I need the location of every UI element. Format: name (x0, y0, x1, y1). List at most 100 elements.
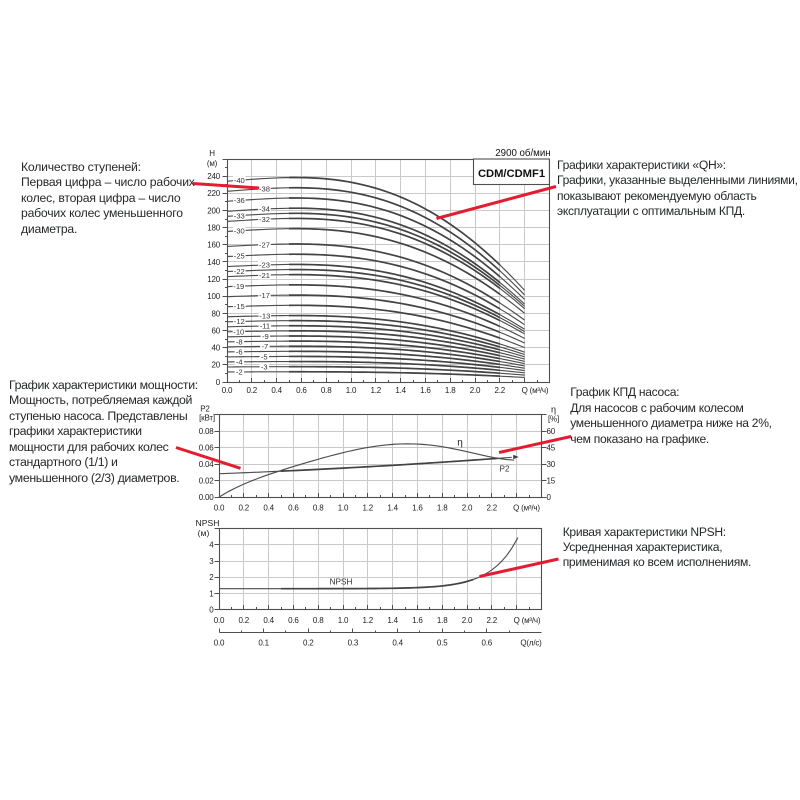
svg-text:0.6: 0.6 (288, 616, 299, 625)
svg-text:2.2: 2.2 (487, 616, 498, 625)
svg-text:1.0: 1.0 (338, 503, 349, 512)
svg-text:0.8: 0.8 (313, 616, 324, 625)
svg-text:-32: -32 (259, 215, 270, 224)
svg-text:0.6: 0.6 (288, 503, 299, 512)
svg-text:0: 0 (216, 378, 221, 387)
svg-text:0.4: 0.4 (263, 503, 274, 512)
svg-text:0.0: 0.0 (214, 638, 225, 647)
svg-text:NPSH: NPSH (330, 577, 353, 586)
svg-text:20: 20 (212, 361, 221, 370)
svg-text:3: 3 (209, 557, 214, 566)
svg-text:P2: P2 (200, 405, 210, 414)
svg-text:2900 об/мин: 2900 об/мин (495, 148, 550, 159)
svg-text:-30: -30 (234, 226, 245, 235)
svg-text:-22: -22 (234, 267, 245, 276)
svg-text:0.3: 0.3 (348, 638, 359, 647)
svg-text:1.4: 1.4 (387, 503, 398, 512)
svg-text:0.02: 0.02 (199, 477, 215, 486)
svg-text:1.6: 1.6 (412, 503, 423, 512)
svg-text:-19: -19 (233, 282, 244, 291)
svg-text:2.0: 2.0 (462, 503, 473, 512)
svg-text:1.8: 1.8 (445, 386, 456, 395)
svg-text:CDM/CDMF1: CDM/CDMF1 (478, 168, 545, 180)
svg-text:120: 120 (207, 275, 220, 284)
svg-text:-6: -6 (236, 347, 243, 356)
svg-text:4: 4 (209, 541, 214, 550)
svg-text:-12: -12 (234, 317, 245, 326)
svg-text:2.0: 2.0 (462, 616, 473, 625)
svg-text:-4: -4 (236, 358, 243, 367)
svg-text:0.5: 0.5 (437, 638, 448, 647)
svg-text:(м): (м) (207, 159, 218, 168)
svg-text:-15: -15 (234, 302, 245, 311)
svg-text:-2: -2 (236, 368, 243, 377)
svg-text:[кВт]: [кВт] (199, 414, 215, 423)
svg-text:200: 200 (207, 206, 220, 215)
svg-text:Q (м³/ч): Q (м³/ч) (522, 386, 549, 395)
svg-text:1.2: 1.2 (371, 386, 382, 395)
svg-text:-38: -38 (259, 184, 270, 193)
svg-text:1.2: 1.2 (363, 503, 374, 512)
svg-text:1.6: 1.6 (412, 616, 423, 625)
svg-text:30: 30 (547, 460, 556, 469)
svg-text:2.2: 2.2 (487, 503, 498, 512)
svg-text:0.06: 0.06 (199, 444, 215, 453)
svg-text:40: 40 (212, 344, 221, 353)
svg-text:-40: -40 (234, 176, 245, 185)
svg-text:1.0: 1.0 (338, 616, 349, 625)
svg-text:0.00: 0.00 (199, 493, 215, 502)
svg-text:1: 1 (209, 590, 214, 599)
svg-text:Q (м³/ч): Q (м³/ч) (513, 503, 540, 512)
svg-text:1.4: 1.4 (387, 616, 398, 625)
svg-text:η: η (457, 437, 463, 448)
svg-text:240: 240 (207, 172, 220, 181)
svg-text:-21: -21 (259, 271, 270, 280)
svg-text:-9: -9 (262, 332, 269, 341)
svg-text:1.6: 1.6 (420, 386, 431, 395)
svg-text:0.0: 0.0 (222, 386, 233, 395)
svg-text:15: 15 (547, 477, 556, 486)
svg-text:0.4: 0.4 (392, 638, 403, 647)
svg-text:1.0: 1.0 (346, 386, 357, 395)
svg-text:P2: P2 (499, 465, 509, 474)
svg-text:0.2: 0.2 (247, 386, 258, 395)
svg-text:0.2: 0.2 (303, 638, 314, 647)
svg-text:-23: -23 (259, 261, 270, 270)
svg-text:-7: -7 (262, 342, 269, 351)
svg-text:0.8: 0.8 (321, 386, 332, 395)
svg-text:1.4: 1.4 (395, 386, 406, 395)
svg-text:0: 0 (547, 493, 552, 502)
svg-text:0.1: 0.1 (258, 638, 269, 647)
svg-text:-3: -3 (261, 362, 268, 371)
svg-text:-34: -34 (259, 205, 270, 214)
svg-text:-13: -13 (259, 312, 270, 321)
svg-text:2.0: 2.0 (470, 386, 481, 395)
svg-text:80: 80 (212, 309, 221, 318)
svg-text:60: 60 (547, 427, 556, 436)
svg-text:Q (м³/ч): Q (м³/ч) (514, 616, 541, 625)
svg-text:1.8: 1.8 (437, 616, 448, 625)
svg-text:0.6: 0.6 (296, 386, 307, 395)
svg-text:45: 45 (547, 444, 556, 453)
svg-text:1.2: 1.2 (363, 616, 374, 625)
svg-text:180: 180 (207, 224, 220, 233)
svg-text:-33: -33 (234, 211, 245, 220)
svg-text:0.08: 0.08 (199, 427, 215, 436)
svg-text:-17: -17 (259, 291, 270, 300)
svg-text:2.2: 2.2 (495, 386, 506, 395)
svg-text:1.8: 1.8 (437, 503, 448, 512)
svg-text:-11: -11 (260, 322, 270, 331)
svg-text:0.4: 0.4 (263, 616, 274, 625)
svg-text:η: η (551, 405, 556, 415)
svg-text:-36: -36 (234, 196, 245, 205)
svg-text:2: 2 (209, 573, 214, 582)
svg-text:160: 160 (207, 241, 220, 250)
svg-text:0: 0 (209, 606, 214, 615)
svg-text:220: 220 (207, 189, 220, 198)
svg-text:-25: -25 (234, 252, 245, 261)
svg-text:140: 140 (207, 258, 220, 267)
svg-text:H: H (209, 149, 215, 158)
svg-text:0.8: 0.8 (313, 503, 324, 512)
svg-text:0.2: 0.2 (239, 503, 250, 512)
svg-text:Q(л/с): Q(л/с) (520, 638, 542, 647)
